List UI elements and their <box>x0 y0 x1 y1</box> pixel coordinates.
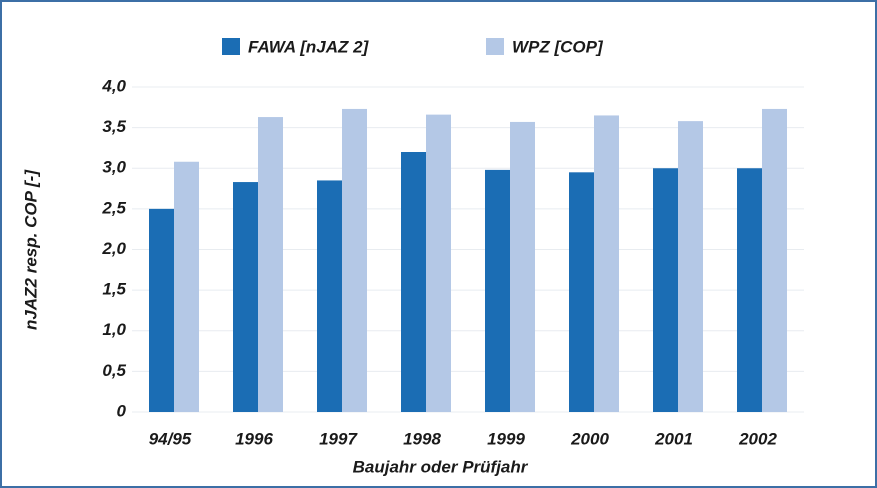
x-tick-label: 1996 <box>235 429 273 448</box>
bar <box>258 117 283 412</box>
bar <box>678 121 703 412</box>
legend-label: FAWA [nJAZ 2] <box>248 37 370 56</box>
x-tick-label: 1998 <box>403 429 441 448</box>
legend-label: WPZ [COP] <box>512 37 604 56</box>
bar <box>426 114 451 412</box>
bar <box>594 115 619 412</box>
legend-swatch <box>222 38 240 55</box>
y-tick-label: 2,0 <box>101 239 126 258</box>
bar <box>485 169 510 412</box>
bar <box>317 180 342 412</box>
y-tick-label: 3,0 <box>102 158 126 177</box>
y-tick-label: 4,0 <box>101 76 126 95</box>
bar <box>401 152 426 412</box>
y-tick-label: 2,5 <box>101 198 126 217</box>
x-tick-label: 2002 <box>738 429 777 448</box>
bar <box>762 108 787 412</box>
bar <box>342 108 367 412</box>
x-tick-label: 94/95 <box>149 429 192 448</box>
x-tick-label: 1997 <box>319 429 358 448</box>
x-axis-label: Baujahr oder Prüfjahr <box>353 457 529 476</box>
legend-swatch <box>486 38 504 55</box>
y-tick-label: 1,0 <box>102 320 126 339</box>
bar <box>233 182 258 412</box>
bar <box>569 172 594 412</box>
bar <box>510 121 535 412</box>
bar <box>174 161 199 412</box>
y-axis-label: nJAZ2 resp. COP [-] <box>21 169 40 330</box>
x-tick-label: 1999 <box>487 429 525 448</box>
x-tick-label: 2001 <box>654 429 693 448</box>
bar <box>737 168 762 412</box>
y-tick-label: 0,5 <box>102 361 126 380</box>
y-tick-label: 1,5 <box>102 280 126 299</box>
y-tick-label: 0 <box>117 401 127 420</box>
bar <box>653 168 678 412</box>
y-tick-label: 3,5 <box>102 117 126 136</box>
bar <box>149 208 174 412</box>
x-tick-label: 2000 <box>570 429 609 448</box>
